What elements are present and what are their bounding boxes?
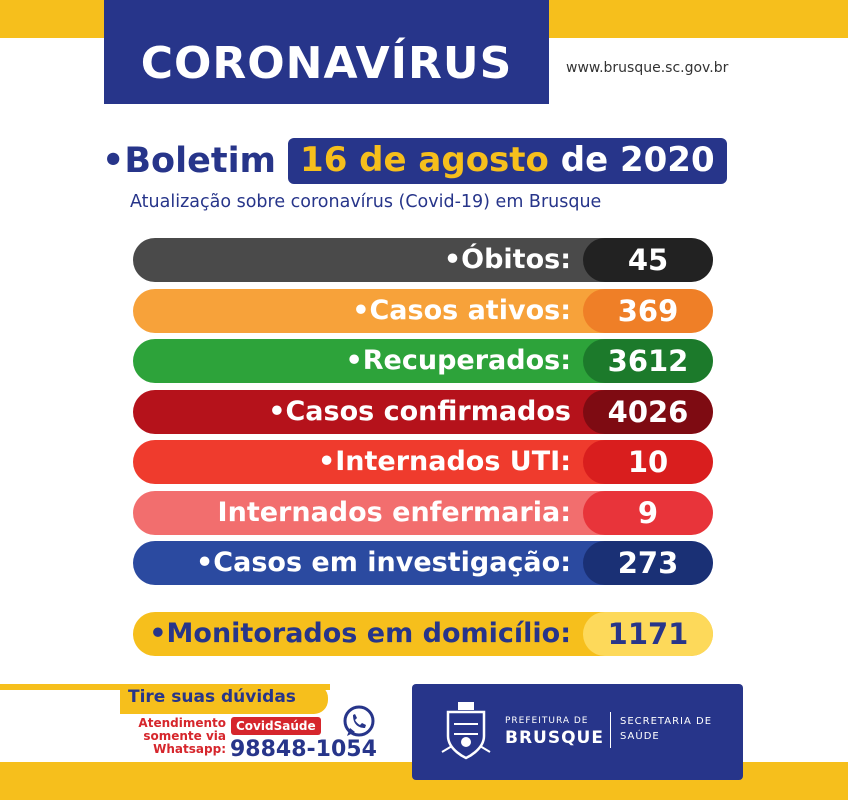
bulletin-date: 16 de agosto de 2020 xyxy=(288,138,727,184)
help-line1: Atendimento xyxy=(138,716,226,730)
stat-value: 273 xyxy=(583,541,713,585)
stat-value: 10 xyxy=(583,440,713,484)
help-channel: CovidSaúde xyxy=(231,717,321,735)
bulletin-bullet: • xyxy=(102,141,125,181)
help-title-box xyxy=(120,684,328,714)
stat-row: Internados enfermaria: 9 xyxy=(133,490,713,535)
bulletin-subtitle: Atualização sobre coronavírus (Covid-19)… xyxy=(130,192,602,212)
stat-value: 369 xyxy=(583,288,713,333)
stat-label: •Monitorados em domicílio: xyxy=(149,618,571,649)
stat-value: 9 xyxy=(583,490,713,535)
stat-value: 3612 xyxy=(583,339,713,383)
secretaria-line2: SAÚDE xyxy=(620,731,660,742)
help-line2: somente via xyxy=(143,729,226,743)
prefeitura-small: PREFEITURA DE xyxy=(505,716,589,726)
stat-row: •Casos confirmados 4026 xyxy=(133,389,713,434)
stat-row: •Internados UTI: 10 xyxy=(133,440,713,484)
stat-label: Internados enfermaria: xyxy=(217,496,571,528)
help-atendimento: Atendimento somente via Whatsapp: xyxy=(122,717,226,756)
brusque-crest-icon xyxy=(441,702,491,760)
stat-label: •Casos ativos: xyxy=(352,294,571,326)
prefeitura-separator xyxy=(610,712,611,748)
stat-row: •Casos ativos: 369 xyxy=(133,288,713,333)
stat-label: •Internados UTI: xyxy=(317,446,571,477)
stat-row: •Recuperados: 3612 xyxy=(133,339,713,383)
stat-row: •Casos em investigação: 273 xyxy=(133,541,713,585)
stat-label: •Casos confirmados xyxy=(268,395,571,427)
secretaria-line1: SECRETARIA DE xyxy=(620,716,713,727)
header-banner: CORONAVÍRUS xyxy=(104,0,549,104)
bulletin-date-day-month: 16 de agosto xyxy=(300,140,549,180)
stat-label: •Casos em investigação: xyxy=(196,547,571,578)
help-title: Tire suas dúvidas xyxy=(128,687,296,707)
stat-value: 1171 xyxy=(583,612,713,656)
prefeitura-box xyxy=(412,684,743,780)
stat-label: •Óbitos: xyxy=(443,244,571,275)
help-line3: Whatsapp: xyxy=(153,742,226,756)
stat-label: •Recuperados: xyxy=(345,345,571,376)
prefeitura-big: BRUSQUE xyxy=(505,728,604,748)
stat-row: •Óbitos: 45 xyxy=(133,238,713,282)
bulletin-label: Boletim xyxy=(124,141,277,181)
bulletin-date-year: de 2020 xyxy=(560,140,715,180)
stat-value: 45 xyxy=(583,238,713,282)
help-phone[interactable]: 98848-1054 xyxy=(230,737,377,762)
header-title: CORONAVÍRUS xyxy=(140,37,513,89)
website-link[interactable]: www.brusque.sc.gov.br xyxy=(566,60,729,76)
bulletin-heading: • Boletim 16 de agosto de 2020 xyxy=(102,136,727,186)
whatsapp-icon[interactable] xyxy=(341,704,377,740)
stat-row-monitored: •Monitorados em domicílio: 1171 xyxy=(133,612,713,656)
stat-value: 4026 xyxy=(583,389,713,434)
